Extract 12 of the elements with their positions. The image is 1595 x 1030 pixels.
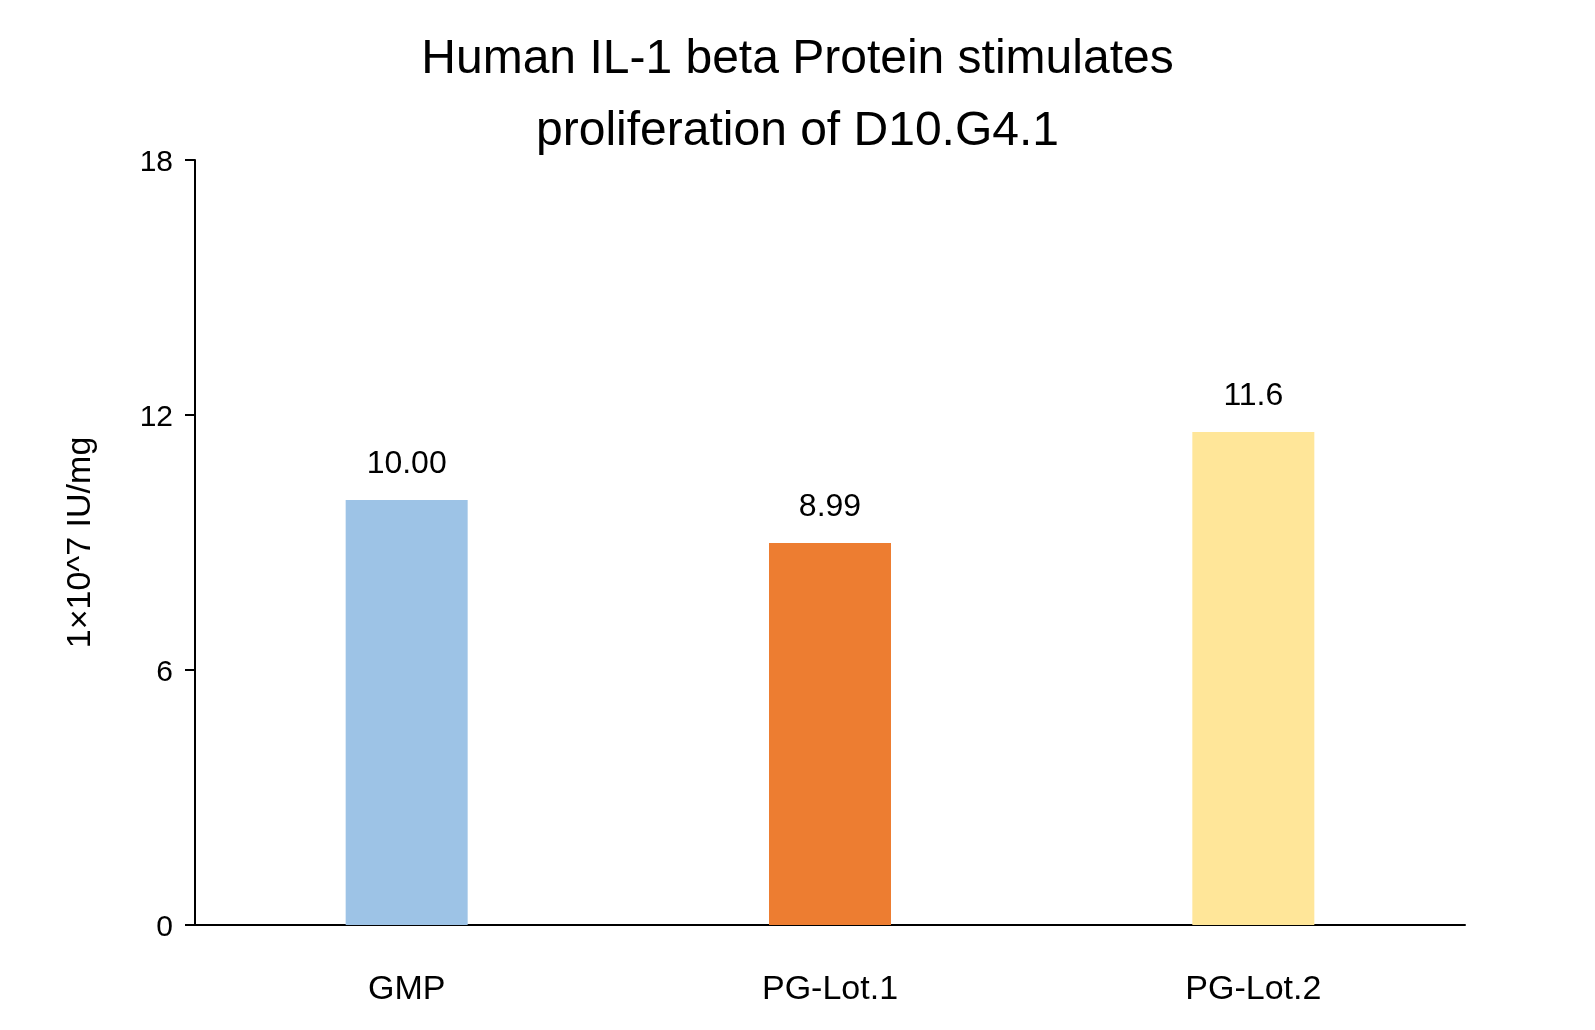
y-tick-label: 6	[156, 653, 173, 687]
data-label: 11.6	[1223, 376, 1284, 412]
y-axis-title: 1×10^7 IU/mg	[59, 436, 97, 649]
x-tick-label: PG-Lot.2	[1185, 968, 1322, 1006]
x-tick-label: GMP	[367, 968, 446, 1006]
chart-title: Human IL-1 beta Protein stimulates proliferation of D10.G4.1	[421, 29, 1174, 155]
x-tick-label: PG-Lot.1	[761, 968, 899, 1006]
y-tick-label: 0	[156, 908, 173, 942]
data-label: 10.00	[366, 444, 447, 480]
y-tick-label: 18	[139, 143, 173, 177]
y-tick-label: 12	[139, 398, 173, 432]
data-label: 8.99	[798, 486, 862, 523]
